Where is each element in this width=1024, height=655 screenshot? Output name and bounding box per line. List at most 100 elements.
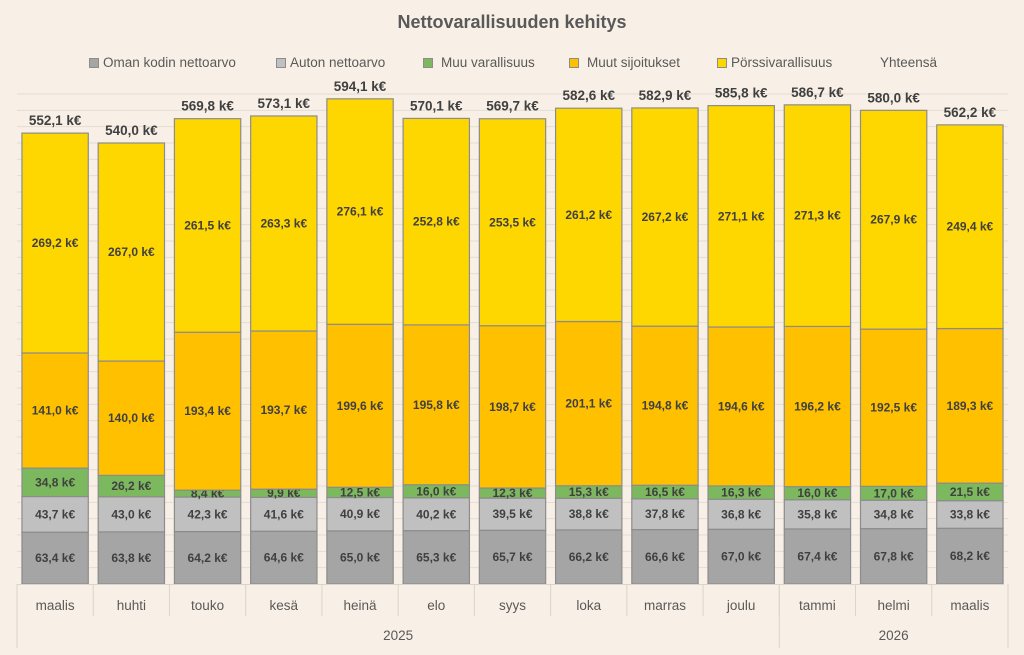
data-label: 39,5 k€: [492, 507, 532, 521]
bar-segment: [21, 132, 89, 354]
bar-segment: [173, 530, 242, 585]
bar-segment: [707, 528, 775, 585]
data-label: 16,0 k€: [416, 484, 456, 498]
bar-segment: [936, 527, 1004, 585]
data-label: 40,2 k€: [416, 507, 456, 521]
x-tick-label: maalis: [950, 598, 989, 613]
data-label: 40,9 k€: [340, 507, 380, 521]
legend-item-auton-nettoarvo: Auton nettoarvo: [276, 55, 385, 70]
bar-segment: [554, 107, 623, 323]
bar-segment: [707, 104, 775, 328]
x-tick-label: kesä: [270, 598, 299, 613]
x-tick-label: loka: [576, 598, 601, 613]
bar-segment: [97, 531, 166, 585]
data-label: 252,8 k€: [413, 215, 460, 229]
legend-label: Pörssivarallisuus: [731, 55, 833, 70]
data-label: 261,2 k€: [565, 208, 612, 222]
bar-segment: [173, 496, 242, 533]
bar-segment: [478, 497, 547, 531]
legend-swatch: [276, 57, 286, 68]
bar-segment: [783, 104, 852, 328]
bar-segment: [478, 118, 547, 327]
total-label: 586,7 k€: [791, 85, 844, 100]
bar-segment: [21, 352, 89, 469]
total-label: 594,1 k€: [334, 79, 387, 94]
legend-item-muut-sijoitukset: Muut sijoitukset: [569, 55, 680, 70]
data-label: 63,4 k€: [35, 551, 75, 565]
data-label: 43,7 k€: [35, 507, 75, 521]
x-tick-label: tammi: [799, 598, 836, 613]
x-tick-label: marras: [644, 598, 686, 613]
data-label: 36,8 k€: [721, 507, 761, 521]
total-label: 582,9 k€: [639, 88, 692, 103]
data-label: 195,8 k€: [413, 398, 460, 412]
data-label: 141,0 k€: [32, 404, 79, 418]
bar-segment: [173, 331, 242, 491]
data-label: 65,0 k€: [340, 550, 380, 564]
data-label: 253,5 k€: [489, 215, 536, 229]
bar-segment: [250, 496, 318, 532]
chart-legend: Oman kodin nettoarvo Auton nettoarvo Muu…: [0, 55, 1024, 73]
x-group-label: 2025: [383, 628, 413, 643]
x-tick-label: joulu: [726, 598, 756, 613]
total-label: 562,2 k€: [944, 105, 997, 120]
data-label: 38,8 k€: [569, 507, 609, 521]
bar-segment: [97, 360, 166, 476]
data-label: 35,8 k€: [797, 507, 837, 521]
data-label: 267,2 k€: [642, 210, 689, 224]
bar-segment: [250, 530, 318, 585]
bar-segment: [631, 325, 699, 486]
data-label: 263,3 k€: [260, 216, 307, 230]
bar-segment: [478, 325, 547, 489]
legend-item-muu-varallisuus: Muu varallisuus: [423, 55, 535, 70]
legend-label: Auton nettoarvo: [290, 55, 386, 70]
data-label: 267,0 k€: [108, 245, 155, 259]
data-label: 199,6 k€: [337, 399, 384, 413]
legend-swatch: [89, 57, 99, 68]
bar-segment: [631, 107, 699, 327]
bar-segment: [21, 531, 89, 585]
bar-segment: [631, 529, 699, 585]
data-label: 21,5 k€: [950, 485, 990, 499]
data-label: 16,3 k€: [721, 486, 761, 500]
data-label: 201,1 k€: [565, 397, 612, 411]
bar-segment: [554, 497, 623, 531]
bar-segment: [859, 499, 928, 530]
bar-segment: [250, 330, 318, 490]
data-label: 64,2 k€: [188, 551, 228, 565]
bar-segment: [859, 328, 928, 487]
legend-swatch: [569, 57, 579, 68]
bar-segment: [707, 498, 775, 530]
data-label: 193,7 k€: [260, 403, 307, 417]
total-label: 570,1 k€: [410, 98, 463, 113]
data-label: 249,4 k€: [947, 220, 994, 234]
bar-segment: [783, 325, 852, 488]
data-label: 64,6 k€: [264, 551, 304, 565]
data-label: 26,2 k€: [111, 479, 151, 493]
data-label: 196,2 k€: [794, 400, 841, 414]
total-label: 585,8 k€: [715, 86, 768, 101]
legend-swatch: [423, 57, 433, 68]
data-label: 67,0 k€: [721, 550, 761, 564]
chart-title: Nettovarallisuuden kehitys: [397, 12, 627, 32]
data-label: 15,3 k€: [569, 485, 609, 499]
bar-segment: [478, 529, 547, 585]
data-label: 17,0 k€: [874, 486, 914, 500]
total-label: 582,6 k€: [562, 88, 615, 103]
bar-segment: [97, 142, 166, 362]
legend-item-porssivarallisuus: Pörssivarallisuus: [717, 55, 832, 70]
x-tick-label: maalis: [36, 598, 75, 613]
total-label: 573,1 k€: [258, 96, 311, 111]
data-label: 67,4 k€: [797, 549, 837, 563]
total-label: 569,8 k€: [181, 99, 234, 114]
data-label: 12,5 k€: [340, 485, 380, 499]
data-label: 194,8 k€: [642, 399, 689, 413]
data-label: 267,9 k€: [870, 213, 917, 227]
data-label: 34,8 k€: [874, 507, 914, 521]
x-tick-label: touko: [191, 598, 224, 613]
data-label: 261,5 k€: [184, 218, 231, 232]
total-label: 569,7 k€: [486, 99, 539, 114]
legend-item-yhteensa: Yhteensä: [880, 55, 937, 70]
data-label: 192,5 k€: [870, 401, 917, 415]
data-label: 271,1 k€: [718, 209, 765, 223]
